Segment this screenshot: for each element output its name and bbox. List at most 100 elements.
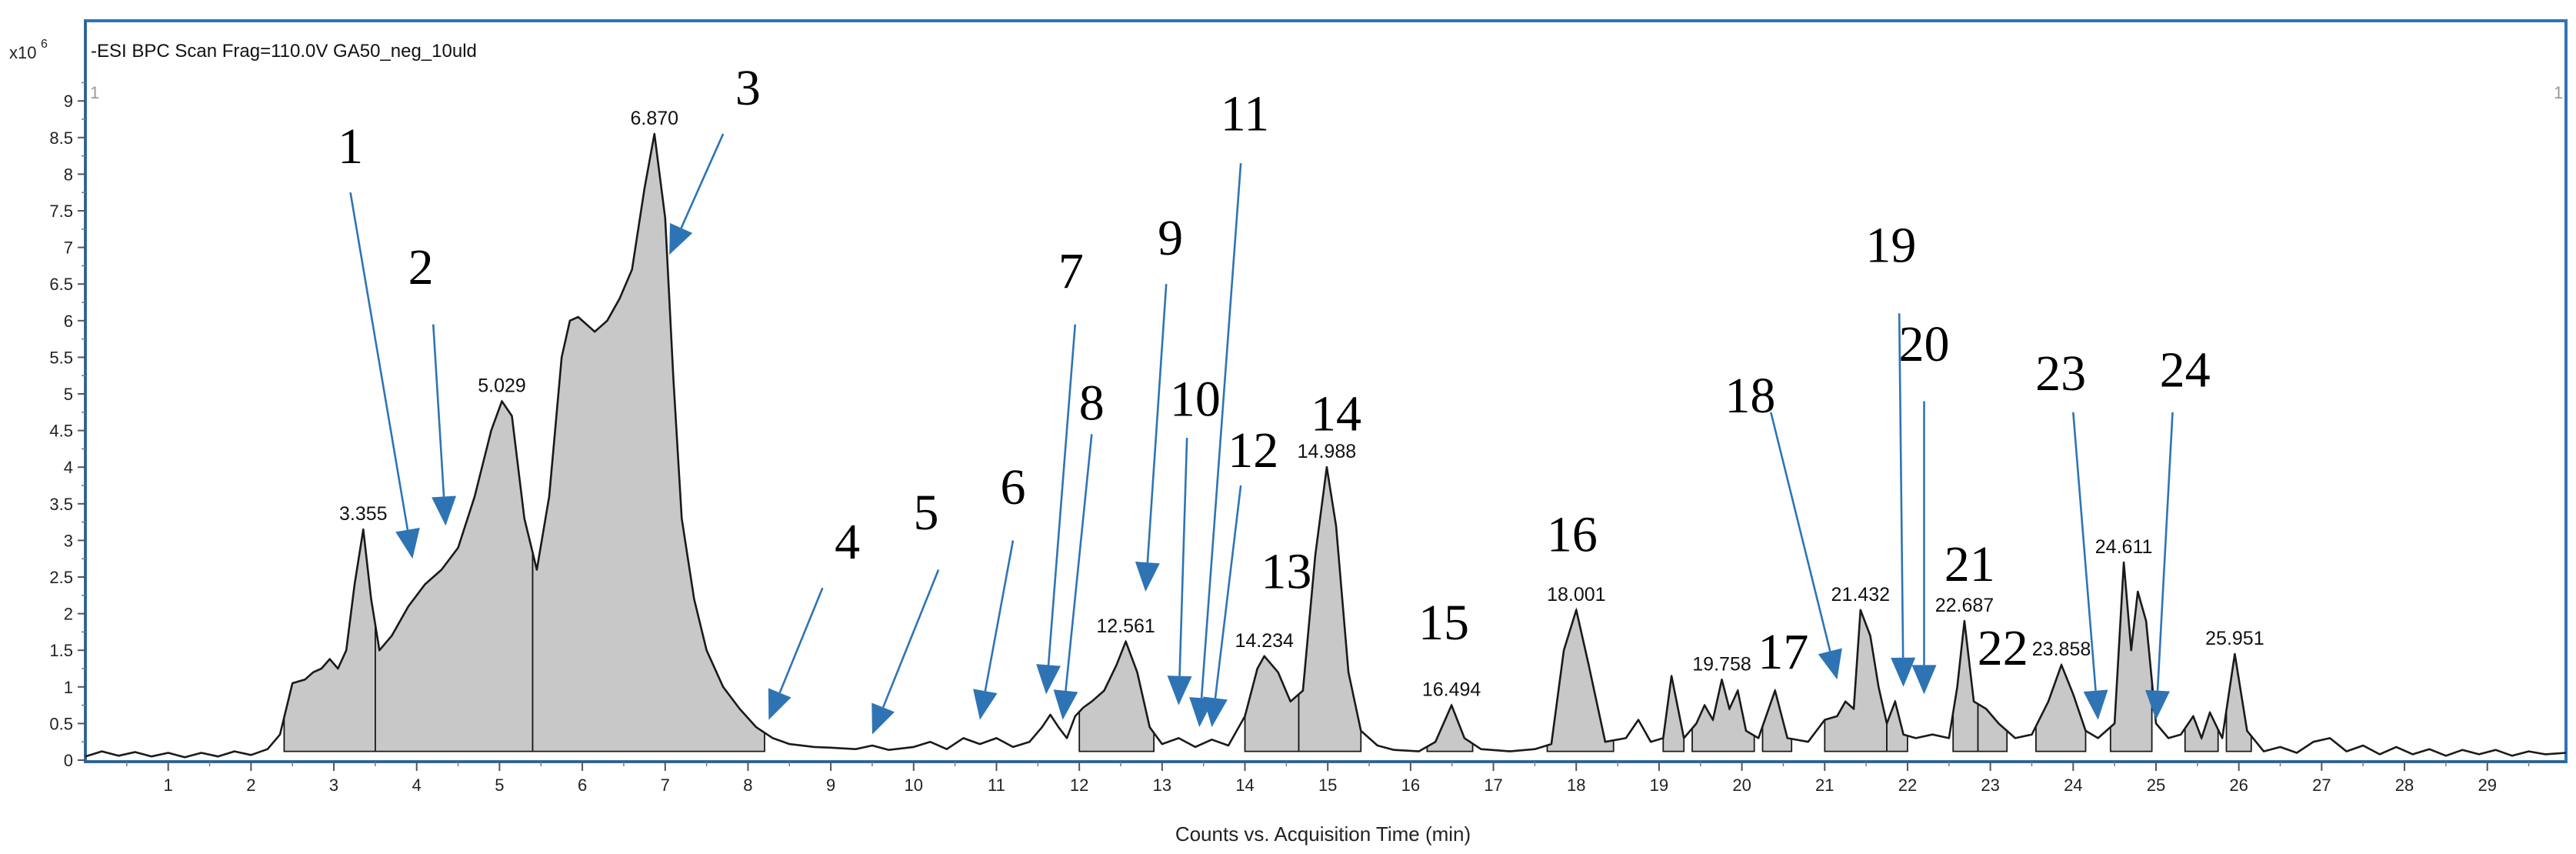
y-tick-label: 6.5 — [49, 275, 73, 294]
corner-label-right: 1 — [2554, 83, 2563, 102]
callout-arrow-line — [349, 192, 409, 530]
y-tick-label: 1.5 — [49, 641, 73, 660]
y-axis-ticks: 0 0.5 1 1.5 2 2.5 3 3.5 4 4.5 5 5.5 6 6.5 7 7.5 8 8.5 9 — [49, 82, 85, 770]
callout-arrow-line — [1146, 284, 1168, 563]
callout-arrow-line — [984, 540, 1015, 692]
x-tick-label: 12 — [1070, 776, 1088, 795]
peak-fill-region — [283, 529, 376, 752]
callout-arrow-head — [669, 222, 693, 255]
x-tick-label: 4 — [412, 776, 422, 795]
y-tick-label: 2 — [64, 605, 73, 624]
y-multiplier-label: x10 — [9, 43, 36, 62]
x-tick-label: 27 — [2312, 776, 2331, 795]
callout-number: 7 — [1058, 243, 1084, 299]
callout-number: 17 — [1758, 624, 1808, 680]
peak-fill-region — [2109, 562, 2153, 752]
y-tick-label: 3 — [64, 531, 73, 550]
callout-number: 9 — [1158, 210, 1183, 266]
x-tick-label: 3 — [329, 776, 338, 795]
peak-fill-region — [375, 399, 534, 752]
peak-label: 14.234 — [1235, 630, 1294, 652]
y-tick-label: 3.5 — [49, 495, 73, 514]
x-tick-label: 2 — [246, 776, 255, 795]
callout-arrow-head — [432, 495, 457, 526]
callout-number: 10 — [1170, 372, 1221, 428]
callout-number: 12 — [1228, 422, 1278, 479]
peak-label: 25.951 — [2205, 628, 2264, 649]
callout-number: 1 — [338, 118, 363, 175]
callout-number: 5 — [913, 485, 938, 541]
callout-number: 14 — [1311, 386, 1361, 442]
peak-label: 14.988 — [1298, 441, 1356, 462]
callout-arrow-line — [778, 587, 824, 693]
peak-label: 3.355 — [339, 503, 388, 525]
x-tick-label: 16 — [1401, 776, 1420, 795]
y-tick-label: 0 — [64, 751, 73, 770]
callout-number: 18 — [1725, 368, 1775, 424]
callout-arrow-head — [1053, 689, 1078, 720]
chromatogram-trace — [85, 132, 2567, 759]
peak-label: 16.494 — [1422, 679, 1481, 701]
x-tick-label: 28 — [2395, 776, 2414, 795]
y-tick-label: 4 — [64, 458, 73, 477]
y-tick-label: 5 — [64, 385, 73, 404]
callout-arrow-head — [1911, 665, 1937, 695]
y-tick-label: 8 — [64, 165, 73, 184]
y-multiplier: x10 6 — [9, 38, 48, 62]
callout-number: 19 — [1865, 218, 1916, 274]
x-tick-label: 10 — [905, 776, 923, 795]
x-axis-label: Counts vs. Acquisition Time (min) — [1175, 822, 1471, 846]
peak-fill-region — [1426, 703, 1474, 752]
x-tick-label: 9 — [826, 776, 835, 795]
peak-label: 23.858 — [2032, 639, 2091, 660]
peak-fill-region — [2225, 653, 2252, 752]
x-axis-ticks: 1 2 3 4 5 6 7 8 9 10 11 12 13 14 15 16 17 18 19 20 21 22 23 24 2… — [126, 762, 2530, 795]
peak-label: 12.561 — [1096, 615, 1155, 637]
peak-label: 18.001 — [1547, 584, 1605, 605]
callout-arrow-head — [2145, 689, 2171, 720]
callout-arrow-line — [1770, 412, 1831, 652]
y-tick-label: 1 — [64, 678, 73, 697]
x-tick-label: 25 — [2147, 776, 2165, 795]
callout-arrow-head — [1818, 648, 1842, 680]
callout-arrow-head — [1036, 664, 1061, 695]
peak-label: 24.611 — [2095, 536, 2153, 558]
callout-number: 24 — [2160, 342, 2211, 398]
y-tick-label: 5.5 — [49, 348, 73, 367]
peak-label: 21.432 — [1831, 584, 1890, 605]
x-tick-label: 5 — [495, 776, 504, 795]
x-tick-label: 18 — [1567, 776, 1585, 795]
y-multiplier-exponent: 6 — [41, 38, 48, 51]
x-tick-label: 1 — [164, 776, 173, 795]
callout-arrow-head — [1167, 676, 1192, 706]
callout-arrow-line — [1065, 434, 1093, 691]
callout-number: 23 — [2035, 345, 2086, 402]
x-tick-label: 23 — [1981, 776, 1999, 795]
callout-arrow-line — [1214, 485, 1242, 699]
x-tick-label: 26 — [2229, 776, 2248, 795]
x-tick-label: 19 — [1650, 776, 1668, 795]
x-tick-label: 22 — [1898, 776, 1917, 795]
callout-arrow-head — [871, 702, 895, 735]
peak-label: 19.758 — [1692, 653, 1751, 675]
callout-arrow-line — [881, 569, 940, 708]
corner-label-left: 1 — [90, 83, 99, 102]
callout-arrow-line — [1898, 313, 1905, 658]
callout-arrow-head — [768, 688, 791, 720]
y-tick-label: 6 — [64, 312, 73, 331]
x-tick-label: 20 — [1732, 776, 1751, 795]
y-tick-label: 7 — [64, 239, 73, 258]
callout-arrow-head — [1203, 696, 1228, 728]
peak-fill-region — [1298, 467, 1362, 752]
peak-fill-region — [1244, 655, 1300, 752]
callout-arrow-head — [1135, 562, 1160, 592]
peak-labels: 3.355 5.029 6.870 12.561 14.234 14.988 16.494 1… — [339, 108, 2264, 701]
x-tick-label: 17 — [1484, 776, 1502, 795]
peak-label: 22.687 — [1935, 595, 1994, 616]
callout-arrow-line — [1047, 324, 1077, 666]
callout-arrow-line — [2072, 412, 2097, 691]
peak-fill-region — [1691, 679, 1755, 752]
callout-number: 6 — [1001, 459, 1026, 515]
chart-title: -ESI BPC Scan Frag=110.0V GA50_neg_10uld — [91, 41, 477, 62]
